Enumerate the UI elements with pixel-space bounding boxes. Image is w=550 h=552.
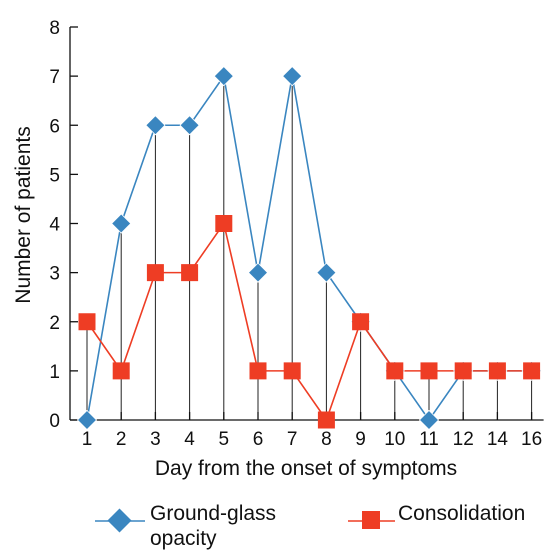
y-tick-label: 5: [49, 165, 60, 186]
x-tick-label: 5: [219, 429, 230, 450]
x-tick-label: 4: [184, 429, 195, 450]
marker-diamond-ground-glass-opacity: [111, 213, 132, 234]
x-tick-label: 10: [384, 429, 405, 450]
x-axis: 1 2 3 4 5 6 7 8 9 10 11 12 14 16: [70, 412, 544, 450]
marker-diamond-ground-glass-opacity: [247, 262, 269, 283]
x-tick-label: 12: [453, 429, 474, 450]
x-tick-label: 11: [419, 429, 439, 450]
marker-square-consolidation: [488, 362, 506, 380]
marker-diamond-ground-glass-opacity: [282, 66, 303, 87]
marker-diamond-ground-glass-opacity: [316, 262, 337, 283]
legend-label-ground-glass: Ground-glass: [150, 502, 276, 525]
y-tick-label: 6: [49, 116, 60, 137]
legend-item-consolidation: Consolidation: [348, 502, 525, 529]
y-tick-label: 1: [49, 362, 60, 383]
legend-marker-diamond: [107, 508, 132, 533]
marker-diamond-ground-glass-opacity: [213, 66, 234, 87]
y-tick-label: 0: [49, 411, 60, 432]
marker-diamond-ground-glass-opacity: [418, 409, 440, 431]
marker-square-consolidation: [454, 362, 472, 380]
legend-label-consolidation: Consolidation: [398, 502, 525, 525]
legend-marker-square: [362, 511, 380, 529]
marker-square-consolidation: [420, 362, 438, 380]
marker-square-consolidation: [386, 362, 404, 380]
x-tick-label: 8: [321, 429, 332, 450]
y-axis-title: Number of patients: [12, 126, 35, 303]
y-tick-label: 4: [49, 215, 60, 236]
x-axis-title: Day from the onset of symptoms: [155, 457, 457, 480]
marker-square-consolidation: [249, 362, 267, 380]
marker-square-consolidation: [215, 215, 233, 232]
legend-item-ground-glass: Ground-glass opacity: [95, 502, 276, 550]
marker-square-consolidation: [283, 362, 301, 380]
x-tick-label: 9: [355, 429, 366, 450]
marker-diamond-ground-glass-opacity: [145, 115, 166, 136]
series-markers: [76, 66, 542, 431]
x-tick-label: 3: [150, 429, 161, 450]
marker-square-consolidation: [78, 313, 96, 331]
marker-square-consolidation: [352, 313, 370, 331]
series-line-consolidation: [86, 221, 532, 422]
x-tick-label: 1: [82, 429, 93, 450]
x-tick-label: 16: [521, 429, 542, 450]
legend-label-ground-glass-line2: opacity: [150, 527, 217, 550]
x-tick-label: 2: [116, 429, 127, 450]
legend: Ground-glass opacity Consolidation: [95, 502, 525, 550]
marker-diamond-ground-glass-opacity: [179, 115, 200, 136]
x-tick-label: 7: [287, 429, 298, 450]
marker-square-consolidation: [112, 362, 130, 380]
marker-square-consolidation: [146, 264, 164, 282]
x-tick-label: 6: [253, 429, 264, 450]
y-tick-label: 8: [49, 18, 60, 39]
y-tick-label: 3: [49, 264, 60, 285]
marker-square-consolidation: [181, 264, 199, 282]
y-tick-label: 2: [49, 313, 60, 334]
y-tick-label: 7: [49, 67, 60, 88]
y-axis: 0 1 2 3 4 5 6 7 8: [49, 18, 78, 432]
x-tick-label: 14: [487, 429, 509, 450]
marker-square-consolidation: [317, 411, 335, 429]
marker-diamond-ground-glass-opacity: [76, 409, 98, 431]
marker-square-consolidation: [523, 362, 541, 380]
